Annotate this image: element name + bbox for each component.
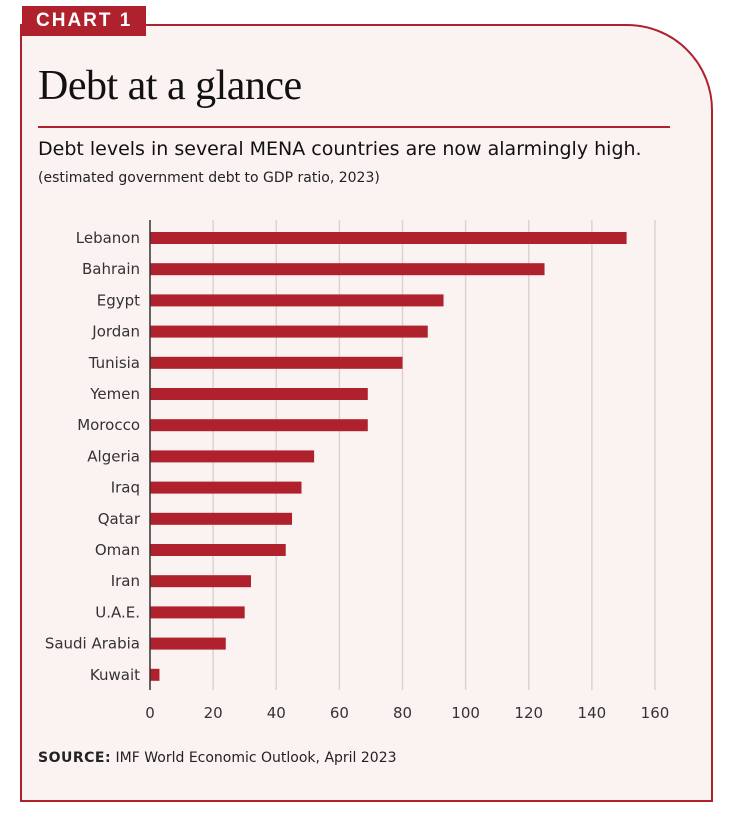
bar-tunisia (150, 356, 403, 369)
page-title: Debt at a glance (38, 63, 302, 109)
x-tick-label: 100 (451, 704, 480, 722)
source-text: IMF World Economic Outlook, April 2023 (115, 750, 397, 766)
category-label: Saudi Arabia (45, 635, 140, 653)
category-label: Egypt (97, 291, 140, 309)
source-label: SOURCE: (38, 750, 112, 766)
bar-iran (150, 575, 251, 588)
x-tick-label: 120 (514, 704, 543, 722)
category-label: Qatar (98, 510, 141, 528)
title-divider (38, 126, 670, 128)
category-label: Jordan (91, 323, 140, 341)
bar-qatar (150, 512, 293, 525)
x-tick-label: 60 (330, 704, 349, 722)
chart-subtitle: Debt levels in several MENA countries ar… (38, 138, 642, 160)
chart-note: (estimated government debt to GDP ratio,… (38, 170, 380, 186)
chart-card (20, 24, 713, 802)
x-tick-label: 80 (393, 704, 412, 722)
category-label: U.A.E. (95, 603, 140, 621)
x-tick-label: 40 (267, 704, 286, 722)
bar-u-a-e (150, 606, 245, 619)
category-label: Oman (95, 541, 140, 559)
bars (150, 232, 627, 681)
category-label: Morocco (77, 416, 140, 434)
category-label: Yemen (89, 385, 140, 403)
category-label: Kuwait (90, 666, 140, 684)
category-label: Iran (111, 572, 140, 590)
category-label: Algeria (87, 447, 140, 465)
bar-lebanon (150, 232, 627, 244)
x-tick-label: 140 (578, 704, 607, 722)
bar-yemen (150, 388, 368, 400)
bar-bahrain (150, 263, 545, 276)
bar-saudi-arabia (150, 637, 226, 650)
bar-algeria (150, 450, 315, 463)
chart-badge: CHART 1 (22, 6, 147, 36)
category-label: Bahrain (82, 260, 140, 278)
x-tick-labels: 0 20 40 60 80 100 120 140 160 (145, 704, 669, 722)
x-tick-label: 0 (145, 704, 155, 722)
source-note: SOURCE: IMF World Economic Outlook, Apri… (38, 750, 397, 766)
bar-morocco (150, 419, 368, 432)
category-label: Lebanon (76, 229, 140, 247)
category-labels: Lebanon Bahrain Egypt Jordan Tunisia Yemen Mor… (45, 229, 141, 684)
x-tick-label: 20 (204, 704, 223, 722)
bar-jordan (150, 325, 428, 338)
bar-egypt (150, 294, 444, 307)
bar-kuwait (150, 668, 160, 681)
bar-oman (150, 544, 286, 556)
x-tick-label: 160 (641, 704, 670, 722)
bar-iraq (150, 481, 302, 494)
category-label: Tunisia (88, 354, 140, 372)
category-label: Iraq (111, 479, 140, 497)
